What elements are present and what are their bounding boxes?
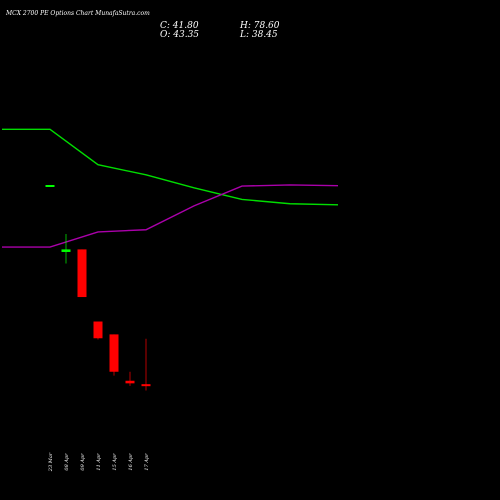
- magenta-indicator-line: [2, 184, 339, 248]
- x-tick-label: 11 Apr: [96, 453, 102, 471]
- candle-body: [93, 321, 103, 339]
- indicator-lines: [2, 128, 339, 248]
- x-tick-label: 16 Apr: [128, 453, 134, 471]
- low-value: L: 38.45: [240, 30, 278, 40]
- green-indicator-line: [2, 128, 339, 206]
- candle-body: [77, 249, 87, 298]
- x-tick-label: 09 Apr: [80, 453, 86, 471]
- chart-title: MCX 2700 PE Options Chart MunafaSutra.co…: [6, 10, 150, 17]
- x-axis-labels: 23 Mar 08 Apr 09 Apr 11 Apr 15 Apr 16 Apr 17 A…: [48, 452, 150, 472]
- candle-body: [109, 334, 119, 372]
- candle-body: [141, 384, 151, 387]
- candle-body: [45, 185, 55, 187]
- x-tick-label: 17 Apr: [144, 453, 150, 471]
- candle-body: [61, 249, 71, 252]
- close-value: C: 41.80: [160, 21, 199, 31]
- high-value: H: 78.60: [240, 21, 280, 31]
- x-tick-label: 08 Apr: [64, 453, 70, 471]
- x-tick-label: 15 Apr: [112, 453, 118, 471]
- x-tick-label: 23 Mar: [48, 452, 54, 472]
- open-value: O: 43.35: [160, 30, 200, 40]
- candles: [45, 185, 151, 391]
- candle-body: [125, 380, 135, 384]
